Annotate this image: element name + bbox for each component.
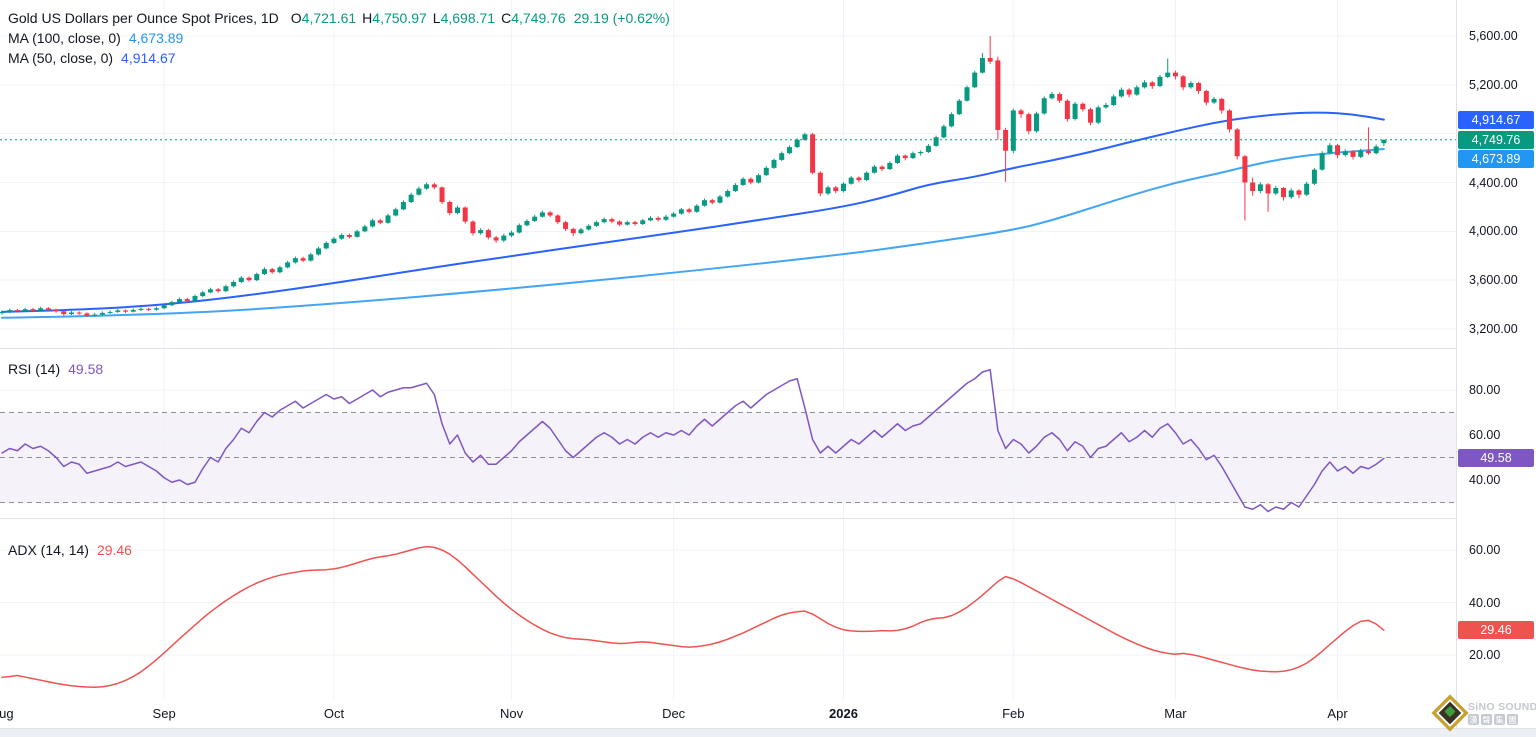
time-axis-label-nov: Nov: [499, 706, 524, 721]
axis-label: 5,600.00: [1469, 29, 1518, 43]
time-axis-label-dec: Dec: [662, 706, 686, 721]
ma100-price-badge: 4,673.89: [1458, 149, 1534, 168]
time-axis-label-aug: Aug: [0, 706, 14, 721]
rsi-pane[interactable]: [0, 349, 1456, 519]
axis-label: 4,400.00: [1469, 175, 1518, 190]
time-axis-label-mar: Mar: [1164, 706, 1187, 721]
axis-label: 20.00: [1469, 648, 1501, 662]
last-price-badge: 4,749.76: [1458, 130, 1534, 149]
bottom-strip: [0, 728, 1536, 737]
time-axis[interactable]: Aug Sep Oct Nov Dec 2026 Feb Mar Apr: [0, 700, 1456, 728]
time-axis-label-sep: Sep: [152, 706, 176, 721]
rsi-chart-canvas: [0, 349, 1456, 518]
axis-label: 3,600.00: [1469, 273, 1518, 288]
time-axis-label-apr: Apr: [1327, 706, 1348, 721]
axis-label: 4,000.00: [1469, 224, 1518, 239]
price-pane[interactable]: [0, 0, 1456, 349]
price-chart-canvas: [0, 0, 1456, 348]
watermark-brand-text: SiNO SOUND: [1468, 701, 1536, 713]
sino-sound-logo: SiNO SOUND 漢聲集團: [1431, 694, 1536, 732]
rsi-value-badge: 49.58: [1458, 449, 1534, 468]
time-axis-label-feb: Feb: [1002, 706, 1025, 721]
watermark-cjk-char: 團: [1507, 714, 1518, 725]
watermark-cjk-char: 集: [1494, 714, 1505, 725]
adx-pane[interactable]: [0, 519, 1456, 701]
axis-label: 60.00: [1469, 543, 1501, 557]
axis-label: 40.00: [1469, 595, 1501, 610]
watermark-cjk-char: 聲: [1481, 714, 1492, 725]
sino-sound-diamond-icon: [1431, 694, 1469, 732]
ma50-price-badge: 4,914.67: [1458, 110, 1534, 129]
axis-label: 60.00: [1469, 428, 1501, 442]
axis-label: 5,200.00: [1469, 77, 1518, 92]
axis-label: 80.00: [1469, 383, 1501, 397]
time-axis-label-2026: 2026: [829, 706, 858, 721]
adx-value-badge: 29.46: [1458, 621, 1534, 640]
axis-label: 3,200.00: [1469, 322, 1518, 336]
adx-chart-canvas: [0, 519, 1456, 700]
time-axis-label-oct: Oct: [323, 706, 345, 721]
axis-label: 40.00: [1469, 473, 1501, 487]
watermark-cjk-text: 漢聲集團: [1468, 714, 1536, 725]
price-axis[interactable]: 5,600.00 5,200.00 4,400.00 4,000.00 3,600.00…: [1456, 0, 1536, 728]
watermark-cjk-char: 漢: [1468, 714, 1479, 725]
